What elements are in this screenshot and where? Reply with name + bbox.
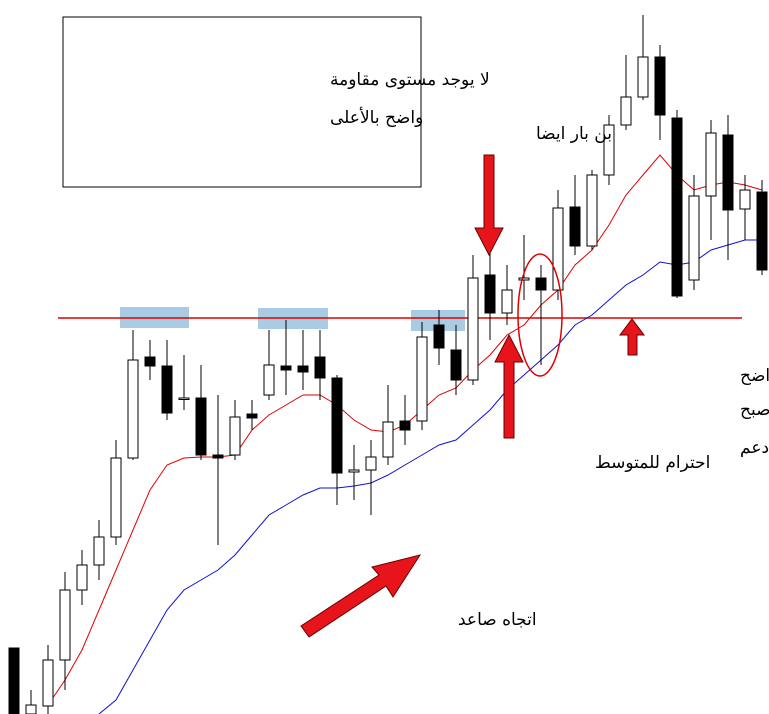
- annotation: بن بار ايضا: [536, 124, 612, 144]
- candle-body: [620, 96, 632, 126]
- candle-body: [518, 277, 530, 281]
- candle-body: [705, 132, 717, 197]
- candle-body: [586, 174, 598, 247]
- candle-body: [195, 397, 207, 456]
- candle-body: [671, 117, 683, 297]
- candle-body: [433, 324, 445, 349]
- candle-body: [59, 589, 71, 661]
- candle-body: [144, 356, 156, 367]
- arrow: [619, 318, 645, 356]
- candle-body: [178, 397, 190, 400]
- candle-body: [365, 456, 377, 471]
- annotation: لخط مقاومة اصبح: [740, 400, 769, 420]
- candle-body: [569, 206, 581, 247]
- arrow: [474, 154, 504, 257]
- candle-body: [382, 421, 394, 458]
- annotation: واضح بالأعلى: [330, 107, 423, 128]
- arrow: [300, 554, 422, 638]
- candle-body: [331, 377, 343, 474]
- highlight-ellipse: [517, 253, 563, 377]
- candle-body: [688, 195, 700, 281]
- candle-body: [416, 336, 428, 422]
- candle-body: [8, 647, 20, 714]
- annotation: تبادل ادوار واضح: [740, 366, 769, 386]
- annotation: اتجاه صاعد: [458, 610, 537, 630]
- candle-body: [110, 457, 122, 538]
- candle-body: [722, 134, 734, 211]
- candle-body: [535, 277, 547, 291]
- annotation: لا يوجد مستوى مقاومة: [330, 70, 490, 90]
- highlight-box: [411, 310, 465, 331]
- candle-body: [348, 469, 360, 473]
- arrow: [494, 333, 524, 439]
- candle-body: [314, 356, 326, 379]
- candle-body: [42, 659, 54, 707]
- candle-body: [76, 564, 88, 591]
- candle-body: [467, 277, 479, 381]
- candle-body: [603, 124, 615, 176]
- candle-body: [297, 365, 309, 373]
- candle-body: [399, 420, 411, 431]
- annotation: احترام للمتوسط: [595, 453, 710, 473]
- annotation: دعم: [740, 438, 769, 458]
- candle-body: [552, 207, 564, 291]
- candle-body: [654, 56, 666, 116]
- candle-body: [127, 359, 139, 459]
- candle-body: [246, 413, 258, 419]
- candle-body: [161, 365, 173, 414]
- candle-body: [501, 289, 513, 314]
- annotations: لا يوجد مستوى مقاومة واضح بالأعلى بن بار…: [62, 16, 769, 638]
- candle-body: [25, 704, 37, 714]
- highlight-boxes: [120, 307, 465, 331]
- candle-body: [212, 454, 224, 459]
- candle-body: [756, 191, 768, 271]
- candle-body: [263, 364, 275, 396]
- note-box: [62, 16, 422, 188]
- candle-body: [739, 189, 751, 210]
- candle-body: [93, 536, 105, 566]
- candle-body: [229, 416, 241, 456]
- candle-body: [637, 56, 649, 98]
- plot: [8, 15, 768, 714]
- candle-body: [484, 274, 496, 314]
- moving-average: [98, 239, 762, 714]
- candle-body: [280, 365, 292, 371]
- candle-body: [450, 349, 462, 381]
